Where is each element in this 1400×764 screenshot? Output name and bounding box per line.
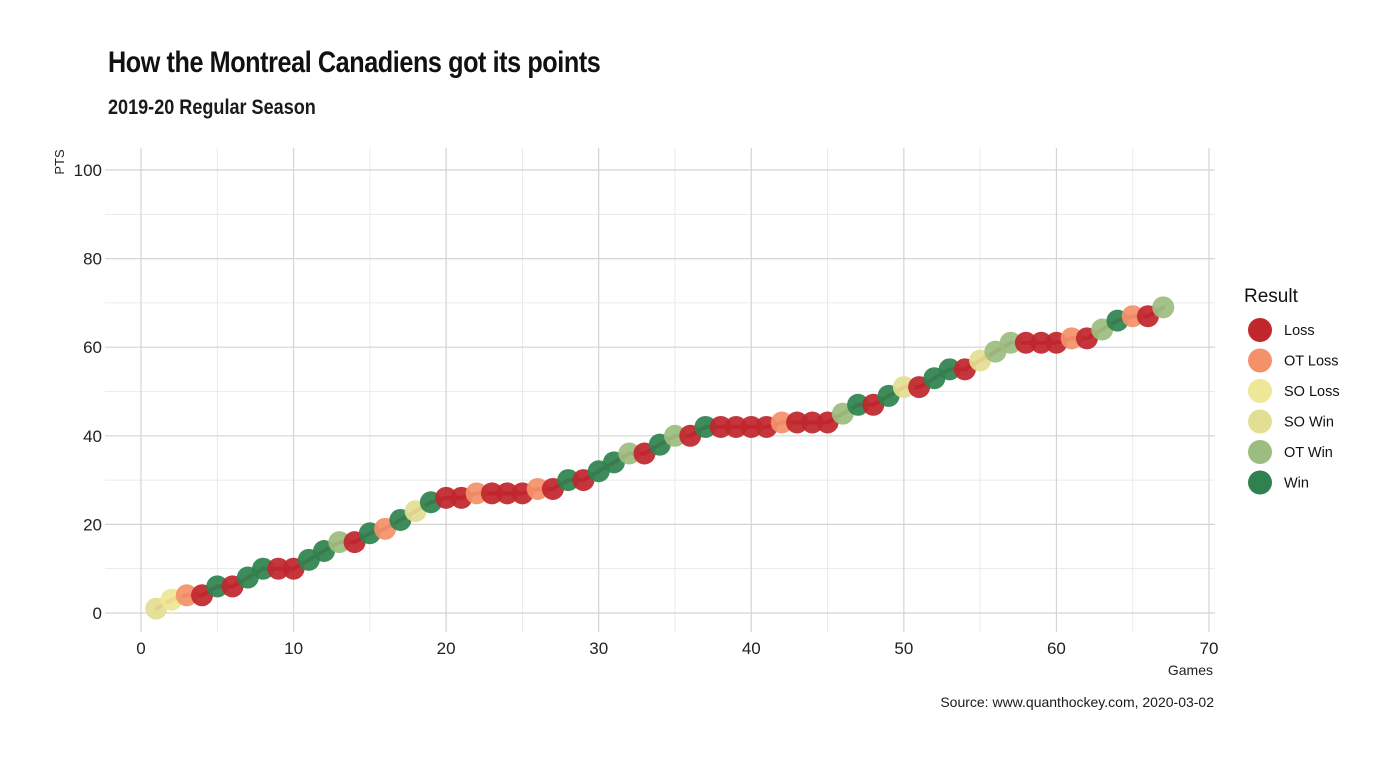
legend-label-so-win: SO Win <box>1284 415 1334 431</box>
data-point-ot-win <box>664 424 686 447</box>
data-point-loss <box>725 415 748 438</box>
x-tick-label: 40 <box>742 639 761 658</box>
x-tick-label: 30 <box>589 639 608 658</box>
data-point-ot-win <box>328 531 351 554</box>
legend-swatch-win <box>1248 470 1272 495</box>
legend-label-loss: Loss <box>1284 323 1315 339</box>
data-point-win <box>847 393 870 416</box>
data-point-loss <box>496 482 519 505</box>
y-tick-label: 100 <box>74 161 102 180</box>
legend-swatch-so-win <box>1248 409 1272 434</box>
legend-label-so-loss: SO Loss <box>1284 384 1340 400</box>
data-point-so-win <box>892 376 915 399</box>
legend-label-ot-loss: OT Loss <box>1284 354 1339 370</box>
legend-swatch-so-loss <box>1248 379 1272 403</box>
data-point-loss <box>267 557 290 580</box>
legend-swatch-ot-loss <box>1248 348 1272 373</box>
axis-layer: 0 10 20 30 40 50 60 70 0 20 40 60 80 100 Games PTS <box>52 149 1218 678</box>
data-point-loss <box>709 415 732 438</box>
y-axis-title: PTS <box>52 149 67 175</box>
grid-layer <box>105 148 1215 632</box>
data-point-ot-win <box>999 331 1022 354</box>
x-tick-label: 10 <box>284 639 303 658</box>
y-tick-label: 60 <box>83 338 102 357</box>
legend: Result Loss OT Loss SO Loss SO Win OT Win Win <box>1244 286 1340 495</box>
data-point-loss <box>1014 331 1037 354</box>
data-point-ot-loss <box>175 584 198 607</box>
x-tick-label: 0 <box>136 639 145 658</box>
data-point-ot-win <box>618 442 641 465</box>
data-point-loss <box>1030 331 1053 354</box>
y-tick-label: 80 <box>83 250 102 269</box>
data-point-loss <box>801 411 824 434</box>
data-point-ot-loss <box>526 477 549 500</box>
y-tick-label: 40 <box>83 427 102 446</box>
point-layer <box>145 296 1175 620</box>
data-point-ot-loss <box>465 482 488 505</box>
x-tick-label: 70 <box>1200 639 1219 658</box>
data-point-ot-loss <box>1121 305 1144 328</box>
data-point-loss <box>786 411 809 434</box>
legend-label-ot-win: OT Win <box>1284 445 1333 461</box>
data-point-loss <box>480 482 503 505</box>
data-point-win <box>206 575 229 598</box>
data-point-ot-loss <box>1060 327 1083 350</box>
legend-swatch-loss <box>1248 318 1272 342</box>
data-point-win <box>252 557 275 580</box>
data-point-loss <box>435 486 458 509</box>
x-tick-label: 20 <box>437 639 456 658</box>
x-tick-label: 50 <box>894 639 913 658</box>
y-tick-label: 20 <box>83 515 102 534</box>
legend-label-win: Win <box>1284 476 1309 492</box>
y-tick-label: 0 <box>93 604 102 623</box>
legend-title: Result <box>1244 286 1299 307</box>
x-tick-label: 60 <box>1047 639 1066 658</box>
data-point-ot-win <box>1152 296 1175 319</box>
data-point-ot-loss <box>770 411 793 434</box>
chart-title: How the Montreal Canadiens got its point… <box>108 46 601 79</box>
data-point-loss <box>740 415 763 438</box>
data-point-win <box>557 469 580 492</box>
data-point-win <box>694 415 717 438</box>
chart-source-caption: Source: www.quanthockey.com, 2020-03-02 <box>940 694 1214 710</box>
data-point-win <box>938 358 961 381</box>
chart-subtitle: 2019-20 Regular Season <box>108 96 316 119</box>
x-axis-title: Games <box>1168 662 1213 678</box>
legend-swatch-ot-win <box>1248 440 1272 464</box>
